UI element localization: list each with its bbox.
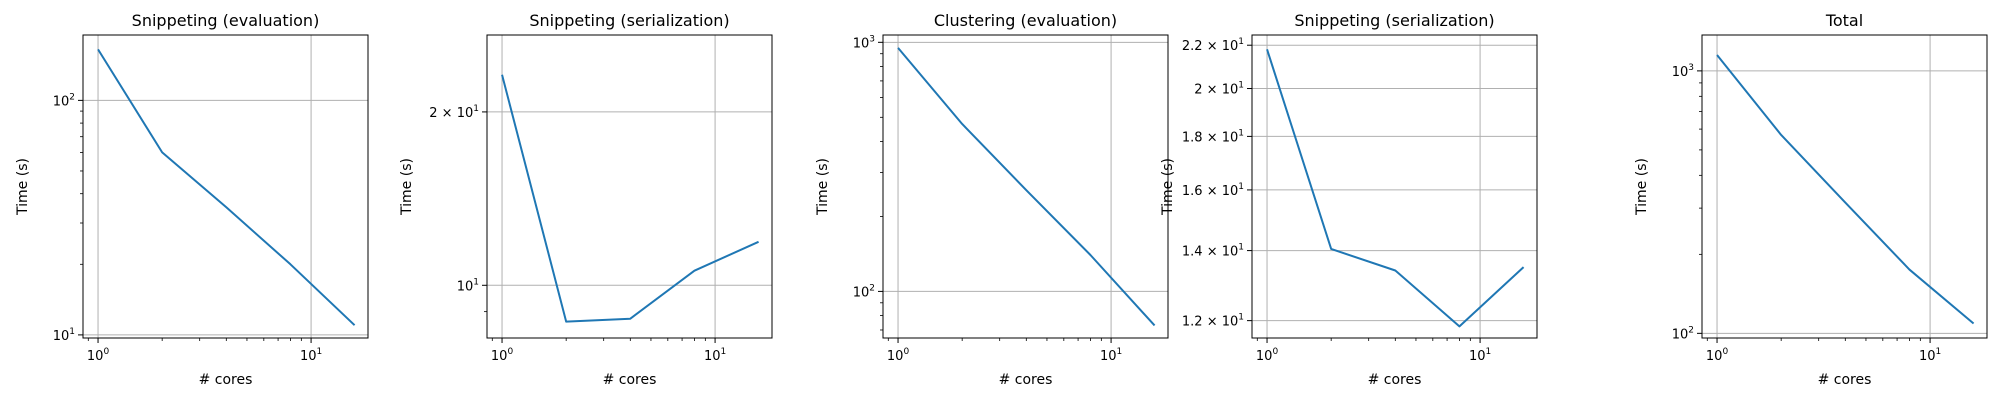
chart-panel-1: 100 101 101 102 Snippeting (evaluation) # cor… xyxy=(15,11,369,388)
x-tick-label: 101 xyxy=(1919,347,1941,364)
x-axis-label: # cores xyxy=(1368,372,1422,388)
chart-title: Snippeting (serialization) xyxy=(1294,11,1494,30)
y-tick-label: 102 xyxy=(853,283,875,300)
y-axis-label: Time (s) xyxy=(399,158,415,216)
y-axis-label: Time (s) xyxy=(1634,158,1650,216)
x-tick-label: 101 xyxy=(300,347,322,364)
axes-frame xyxy=(82,34,369,339)
x-tick-label: 101 xyxy=(1469,347,1491,364)
x-tick-label: 100 xyxy=(1256,347,1279,364)
y-tick-label: 102 xyxy=(53,92,75,109)
axes-frame xyxy=(486,34,773,339)
x-axis-label: # cores xyxy=(199,372,253,388)
chart-panel-5: 100 101 102 103 Total # cores Time (s) xyxy=(1634,11,1988,388)
y-tick-label: 1.6 × 101 xyxy=(1182,182,1244,199)
chart-panel-2: 100 101 101 2 × 101 Snippeting (serializatio… xyxy=(399,11,773,388)
y-tick-label: 2 × 101 xyxy=(429,104,479,121)
x-tick-label: 100 xyxy=(1706,347,1729,364)
y-tick-label: 102 xyxy=(1672,325,1694,342)
axes-frame xyxy=(1251,34,1538,339)
y-axis-label: Time (s) xyxy=(1160,158,1176,216)
x-tick-label: 100 xyxy=(491,347,514,364)
y-tick-label: 1.4 × 101 xyxy=(1182,243,1244,260)
y-tick-label: 101 xyxy=(53,327,75,344)
chart-title: Snippeting (evaluation) xyxy=(132,11,320,30)
chart-title: Clustering (evaluation) xyxy=(934,11,1117,30)
chart-panel-4: 100 101 1.2 × 101 1.4 × 101 1.6 × 101 1.8 × 1… xyxy=(1160,11,1538,388)
series-line xyxy=(897,47,1156,327)
y-tick-label: 1.2 × 101 xyxy=(1182,313,1244,330)
y-axis-label: Time (s) xyxy=(15,158,31,216)
chart-panel-3: 100 101 102 103 Clustering (evaluation) # cor… xyxy=(815,11,1169,388)
x-tick-label: 101 xyxy=(704,347,726,364)
x-tick-label: 101 xyxy=(1100,347,1122,364)
y-tick-label: 101 xyxy=(457,277,479,294)
chart-title: Snippeting (serialization) xyxy=(529,11,729,30)
y-tick-label: 2.2 × 101 xyxy=(1182,37,1244,54)
x-axis-label: # cores xyxy=(603,372,657,388)
x-axis-label: # cores xyxy=(999,372,1053,388)
series-line xyxy=(97,48,356,326)
series-line xyxy=(1716,54,1975,325)
y-tick-label: 103 xyxy=(1672,63,1694,80)
axes-frame xyxy=(882,34,1169,339)
axes-frame xyxy=(1701,34,1988,339)
x-tick-label: 100 xyxy=(887,347,910,364)
series-line xyxy=(1266,49,1525,328)
x-tick-label: 100 xyxy=(87,347,110,364)
y-axis-label: Time (s) xyxy=(815,158,831,216)
y-tick-label: 2 × 101 xyxy=(1194,81,1244,98)
x-axis-label: # cores xyxy=(1818,372,1872,388)
chart-title: Total xyxy=(1825,11,1863,30)
y-tick-label: 103 xyxy=(853,34,875,51)
y-tick-label: 1.8 × 101 xyxy=(1182,128,1244,145)
